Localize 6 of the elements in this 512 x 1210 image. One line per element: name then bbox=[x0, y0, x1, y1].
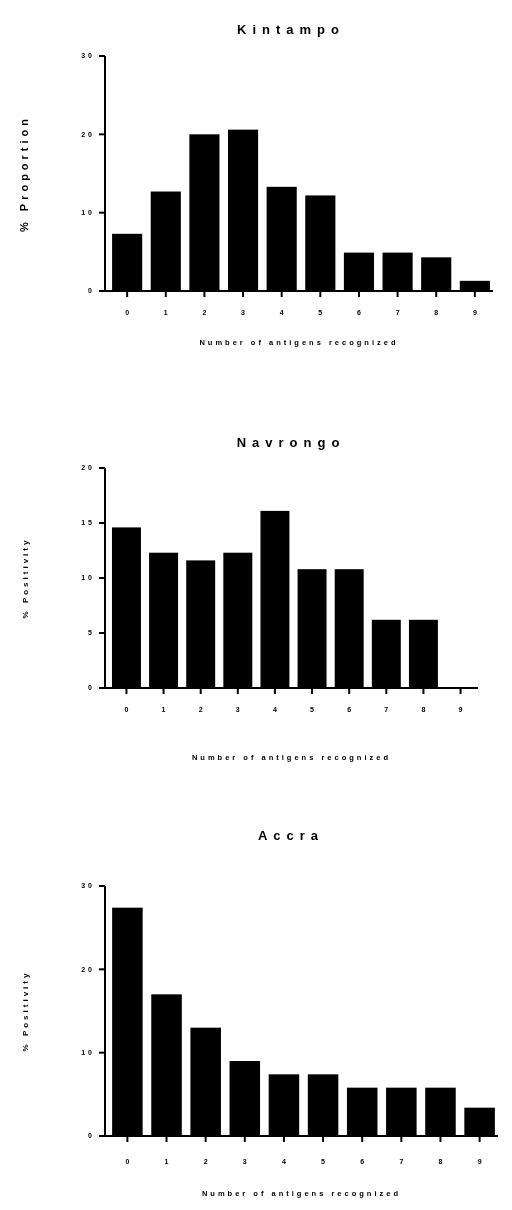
chart-title: Navrongo bbox=[236, 435, 346, 450]
chart-title: Kintampo bbox=[237, 22, 345, 37]
chart-title: Accra bbox=[257, 828, 325, 843]
y-axis-title: % Positivity bbox=[21, 970, 30, 1052]
y-axis-title: % Proportion bbox=[18, 114, 30, 233]
y-axis-title: % Positivity bbox=[21, 537, 30, 619]
